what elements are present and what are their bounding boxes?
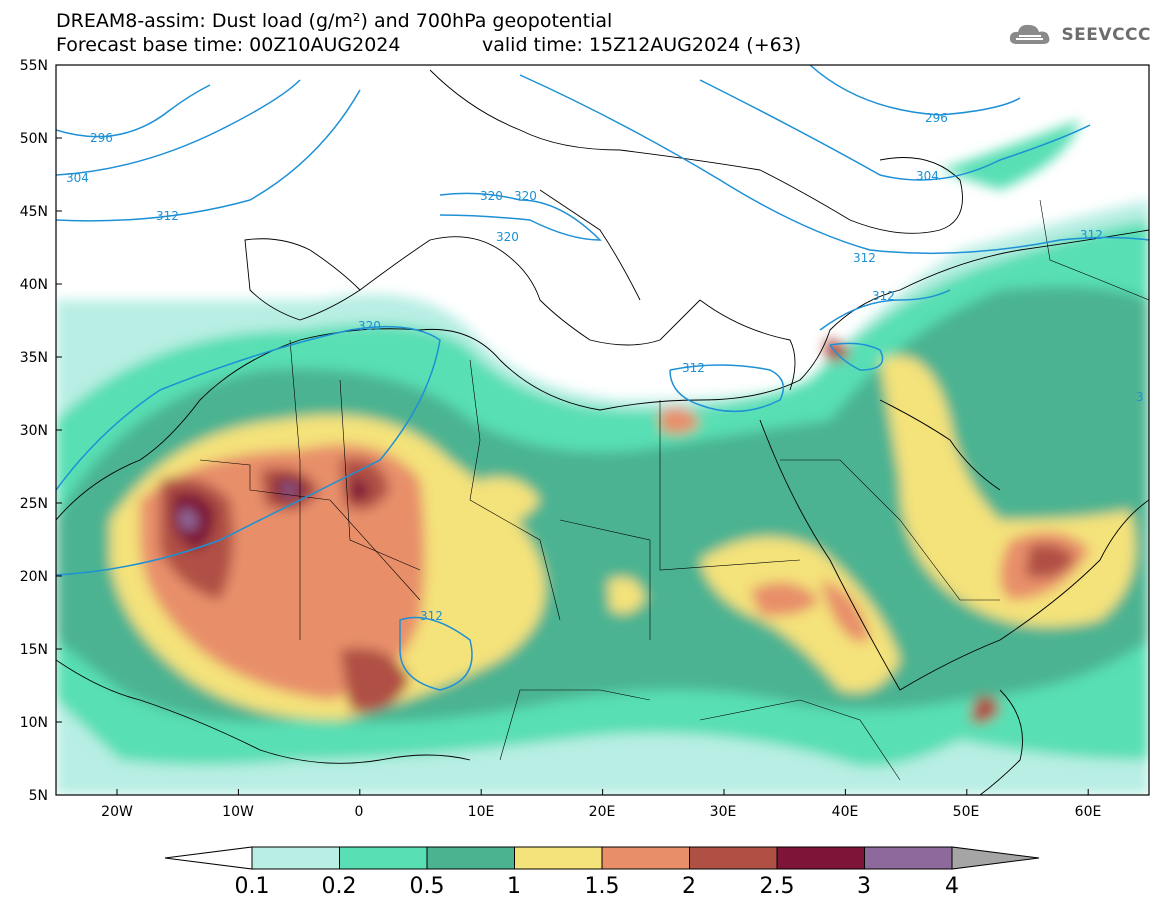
legend-tick: 0.2: [322, 874, 357, 899]
color-legend: 0.1 0.2 0.5 1 1.5 2 2.5 3 4: [164, 846, 1040, 899]
lat-label: 5N: [29, 788, 48, 804]
lat-label: 30N: [20, 423, 48, 439]
latitude-ticks: [56, 64, 62, 796]
legend-tick: 4: [945, 874, 959, 899]
legend-tick: 2: [682, 874, 696, 899]
lat-label: 25N: [20, 496, 48, 512]
contour-label-312-east: 312: [1080, 228, 1103, 242]
lon-label: 20W: [101, 804, 133, 820]
contour-label-320-c: 320: [496, 230, 519, 244]
contour-label-320-b: 320: [514, 189, 537, 203]
longitude-axis: 20W 10W 0 10E 20E 30E 40E 50E 60E: [101, 804, 1101, 820]
legend-color-box: [689, 846, 778, 870]
contour-labels: 296 304 312 320 320 320 312 312 312 312 …: [66, 111, 1144, 623]
legend-tick: 1: [507, 874, 521, 899]
legend-color-box: [251, 846, 340, 870]
contour-label-296-east: 296: [925, 111, 948, 125]
contour-label-3-edge: 3: [1136, 390, 1144, 404]
forecast-base-time: Forecast base time: 00Z10AUG2024: [56, 34, 401, 56]
legend-tick: 2.5: [760, 874, 795, 899]
contour-label-312-west: 312: [156, 209, 179, 223]
lon-label: 60E: [1075, 804, 1102, 820]
contour-label-320-atlantic: 320: [358, 319, 381, 333]
valid-time: valid time: 15Z12AUG2024 (+63): [482, 34, 802, 56]
legend-color-box: [601, 846, 690, 870]
seevccc-logo: SEEVCCC: [1007, 22, 1151, 48]
lat-label: 15N: [20, 642, 48, 658]
lat-label: 20N: [20, 569, 48, 585]
dust-fill-layer: [56, 65, 1149, 795]
legend-color-box: [426, 846, 515, 870]
contour-label-304-east: 304: [916, 169, 939, 183]
legend-low-arrow: [164, 846, 253, 870]
contour-label-320-a: 320: [480, 189, 503, 203]
lat-label: 35N: [20, 350, 48, 366]
contour-label-296-west: 296: [90, 131, 113, 145]
legend-tick: 3: [857, 874, 871, 899]
lon-label: 50E: [953, 804, 980, 820]
legend-high-arrow: [951, 846, 1040, 870]
lat-label: 10N: [20, 715, 48, 731]
contour-label-312-caucasus: 312: [853, 251, 876, 265]
legend-color-box: [864, 846, 953, 870]
country-borders: [199, 199, 1149, 781]
legend-tick: 0.5: [410, 874, 445, 899]
lat-label: 50N: [20, 131, 48, 147]
legend-tick: 1.5: [585, 874, 620, 899]
map-title: DREAM8-assim: Dust load (g/m²) and 700hP…: [56, 10, 613, 32]
coastlines: [56, 69, 1149, 795]
contour-label-312-med: 312: [682, 361, 705, 375]
contour-label-304-west: 304: [66, 171, 89, 185]
lon-label: 40E: [832, 804, 859, 820]
lon-label: 10W: [222, 804, 254, 820]
latitude-axis: 55N 50N 45N 40N 35N 30N 25N 20N 15N 10N …: [20, 58, 48, 804]
lon-label: 0: [355, 804, 364, 820]
logo-text: SEEVCCC: [1061, 25, 1151, 45]
lon-label: 30E: [710, 804, 737, 820]
cloud-icon: [1010, 24, 1050, 44]
legend-color-box: [339, 846, 428, 870]
lat-label: 45N: [20, 204, 48, 220]
lon-label: 10E: [468, 804, 495, 820]
lat-label: 55N: [20, 58, 48, 74]
geopotential-contours: [56, 65, 1149, 691]
longitude-ticks: [116, 789, 1089, 795]
contour-label-312-turkey: 312: [872, 289, 895, 303]
contour-label-312-sahel: 312: [420, 609, 443, 623]
legend-tick: 0.1: [235, 874, 270, 899]
lat-label: 40N: [20, 277, 48, 293]
lon-label: 20E: [589, 804, 616, 820]
legend-color-box: [514, 846, 603, 870]
legend-color-box: [776, 846, 865, 870]
